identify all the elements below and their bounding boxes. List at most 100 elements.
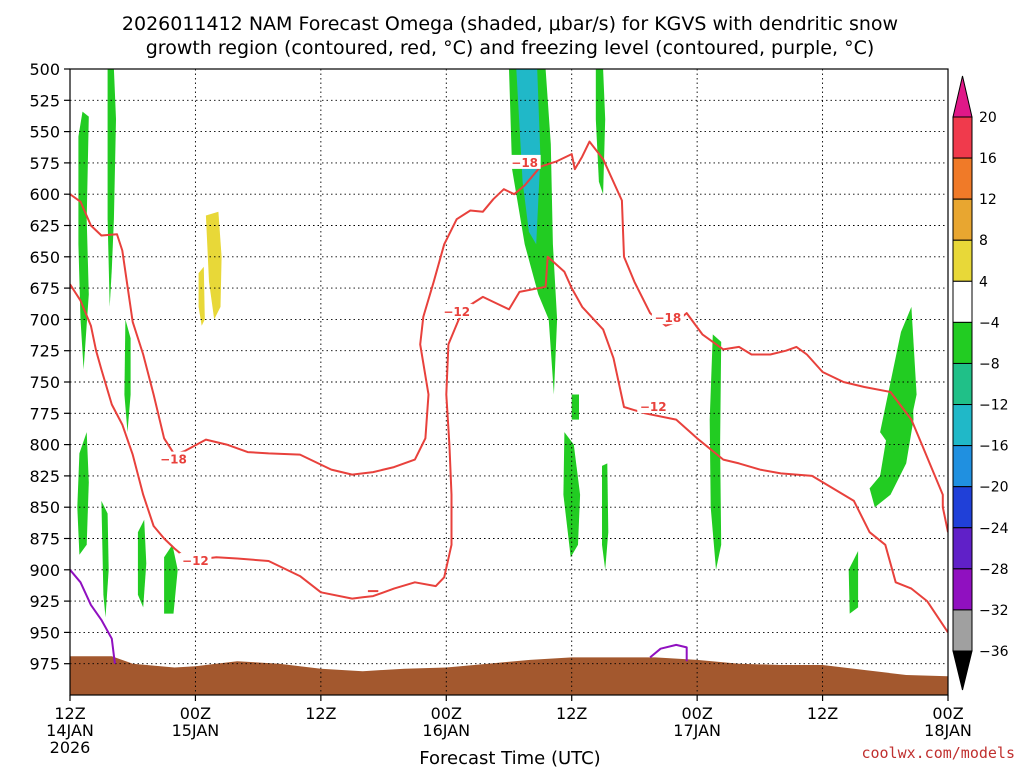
x-tick-label-6-0: 12Z	[807, 704, 838, 723]
colorbar-label-7: −12	[979, 398, 1009, 414]
omega-region-10	[571, 394, 579, 420]
y-tick-label-18: 950	[29, 623, 60, 642]
omega-region-5	[137, 519, 147, 608]
colorbar-bin-7	[952, 404, 973, 447]
colorbar-bin-8	[952, 445, 973, 488]
chart-title-line-2: growth region (contoured, red, °C) and f…	[146, 37, 875, 59]
colorbar-label-6: −8	[979, 356, 1000, 372]
contour-label-bg-0	[157, 451, 190, 466]
contour-label-bg-5	[651, 310, 684, 325]
colorbar-bin-0	[952, 116, 973, 159]
grid-layer	[70, 69, 948, 695]
colorbar-label-8: −16	[979, 439, 1009, 455]
plot-area	[70, 69, 948, 695]
colorbar-label-0: 20	[979, 110, 997, 126]
x-tick-label-0-0: 12Z	[54, 704, 85, 723]
colorbar-bin-11	[952, 568, 973, 611]
colorbar-label-10: −24	[979, 521, 1009, 537]
omega-region-12	[595, 69, 606, 195]
omega-region-9	[563, 432, 581, 558]
chart-title-line-1: 2026011412 NAM Forecast Omega (shaded, μ…	[122, 13, 898, 35]
freezing-level-0	[70, 569, 116, 664]
chart-title: 2026011412 NAM Forecast Omega (shaded, μ…	[122, 13, 898, 59]
colorbar: 20 16 12 8 4 −4 −8 −12 −16 −20 −24 −28 −32 −36	[952, 75, 1009, 691]
x-tick-label-3-0: 00Z	[431, 704, 462, 723]
colorbar-bin-12	[952, 609, 973, 652]
x-tick-label-0-2: 2026	[50, 738, 91, 757]
x-axis-title: Forecast Time (UTC)	[419, 748, 600, 768]
y-tick-label-4: 600	[29, 185, 60, 204]
y-tick-label-15: 875	[29, 530, 60, 549]
y-tick-label-9: 725	[29, 342, 60, 361]
y-tick-label-1: 525	[29, 91, 60, 110]
y-tick-label-8: 700	[29, 310, 60, 329]
y-tick-label-3: 575	[29, 154, 60, 173]
y-tick-label-16: 900	[29, 561, 60, 580]
y-tick-label-2: 550	[29, 123, 60, 142]
x-tick-label-2-0: 12Z	[305, 704, 336, 723]
omega-region-0	[78, 111, 89, 370]
colorbar-label-13: −36	[979, 644, 1009, 660]
terrain-layer	[70, 656, 948, 695]
contour-label-layer: −18 −12 −12 −18 −12 −18	[157, 154, 684, 568]
omega-region-2	[107, 69, 116, 307]
x-tick-label-1-1: 15JAN	[172, 721, 220, 740]
x-tick-label-0-1: 14JAN	[46, 721, 94, 740]
y-tick-label-10: 750	[29, 373, 60, 392]
y-tick-label-17: 925	[29, 592, 60, 611]
contour-label-4: −12	[640, 400, 667, 414]
contour-label-bg-2	[440, 303, 473, 318]
colorbar-top-arrow	[952, 75, 973, 118]
omega-shading-layer	[77, 69, 917, 618]
y-tick-label-14: 850	[29, 498, 60, 517]
colorbar-bin-5	[952, 321, 973, 364]
plot-background	[70, 69, 948, 695]
y-axis: 500 525 550 575 600 625 650 675 700 725 750 775 800 8…	[29, 60, 70, 674]
colorbar-label-9: −20	[979, 480, 1009, 496]
colorbar-bin-4	[952, 280, 973, 323]
y-tick-label-19: 975	[29, 655, 60, 674]
colorbar-bottom-arrow	[952, 650, 973, 691]
contour-label-5: −18	[654, 311, 681, 325]
contour-label-0: −18	[160, 453, 187, 467]
x-tick-label-7-0: 00Z	[932, 704, 963, 723]
colorbar-bin-2	[952, 198, 973, 241]
omega-region-16	[848, 551, 859, 614]
omega-region-3	[101, 500, 109, 618]
x-tick-label-1-0: 00Z	[180, 704, 211, 723]
omega-region-15	[880, 306, 917, 464]
omega-region-18	[205, 211, 222, 320]
x-tick-label-5-1: 17JAN	[673, 721, 721, 740]
colorbar-bin-10	[952, 527, 973, 570]
y-tick-label-0: 500	[29, 60, 60, 79]
omega-region-4	[124, 319, 131, 433]
colorbar-label-2: 12	[979, 192, 997, 208]
contour-label-2: −12	[443, 305, 470, 319]
colorbar-label-5: −4	[979, 315, 1000, 331]
credit-text: coolwx.com/models	[861, 744, 1015, 762]
colorbar-label-3: 8	[979, 233, 988, 249]
contour-label-bg-3	[508, 154, 541, 169]
y-tick-label-13: 825	[29, 467, 60, 486]
omega-region-6	[164, 544, 178, 614]
omega-region-1	[77, 432, 89, 555]
dgz-contour-0	[70, 140, 948, 533]
contour-layer	[70, 140, 948, 664]
colorbar-bin-3	[952, 239, 973, 282]
omega-region-17	[198, 266, 205, 326]
y-tick-label-5: 625	[29, 217, 60, 236]
contour-label-bg-4	[637, 399, 670, 414]
y-tick-label-6: 650	[29, 248, 60, 267]
colorbar-label-12: −32	[979, 603, 1009, 619]
colorbar-bin-9	[952, 486, 973, 529]
dgz-contour-1	[70, 255, 948, 633]
freezing-level-1	[649, 643, 688, 662]
colorbar-label-4: 4	[979, 274, 988, 290]
colorbar-bin-1	[952, 157, 973, 200]
y-tick-label-12: 800	[29, 436, 60, 455]
y-tick-label-11: 775	[29, 404, 60, 423]
terrain-fill	[70, 656, 948, 695]
y-tick-label-7: 675	[29, 279, 60, 298]
colorbar-label-11: −28	[979, 562, 1009, 578]
